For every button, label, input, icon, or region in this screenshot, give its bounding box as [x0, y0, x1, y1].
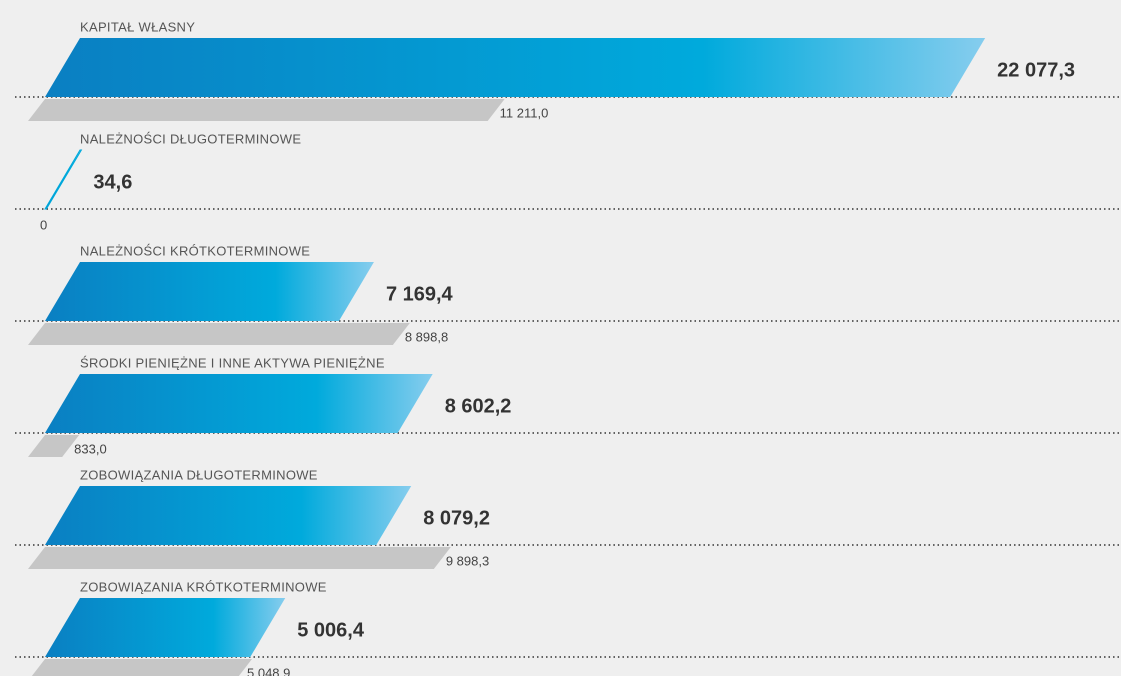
value-label-previous: 5 048,9: [247, 665, 290, 676]
category-label: NALEŻNOŚCI KRÓTKOTERMINOWE: [80, 243, 310, 258]
value-label-previous: 11 211,0: [500, 105, 549, 120]
bar-current: [45, 598, 286, 657]
value-label-previous: 833,0: [74, 441, 107, 456]
value-label-current: 5 006,4: [297, 619, 365, 641]
bar-current: [44, 149, 83, 210]
value-label-current: 7 169,4: [386, 283, 454, 305]
bar-current: [45, 262, 374, 321]
value-label-current: 34,6: [93, 171, 132, 193]
bar-previous: [31, 659, 253, 676]
value-label-previous: 9 898,3: [446, 553, 489, 568]
value-label-previous: 8 898,8: [405, 329, 448, 344]
bar-current: [45, 38, 986, 97]
category-label: ZOBOWIĄZANIA DŁUGOTERMINOWE: [80, 467, 318, 482]
category-label: NALEŻNOŚCI DŁUGOTERMINOWE: [80, 131, 301, 146]
bar-previous: [28, 435, 80, 457]
bar-current: [45, 486, 412, 545]
category-label: ŚRODKI PIENIĘŻNE I INNE AKTYWA PIENIĘŻNE: [80, 355, 385, 370]
value-label-previous: 0: [40, 217, 47, 232]
category-label: ZOBOWIĄZANIA KRÓTKOTERMINOWE: [80, 579, 327, 594]
category-label: KAPITAŁ WŁASNY: [80, 19, 195, 34]
bar-current: [45, 374, 433, 433]
value-label-current: 8 079,2: [423, 507, 490, 529]
value-label-current: 22 077,3: [997, 59, 1075, 81]
bar-previous: [28, 323, 410, 345]
bar-previous: [28, 547, 451, 569]
value-label-current: 8 602,2: [445, 395, 512, 417]
bar-previous: [28, 99, 505, 121]
